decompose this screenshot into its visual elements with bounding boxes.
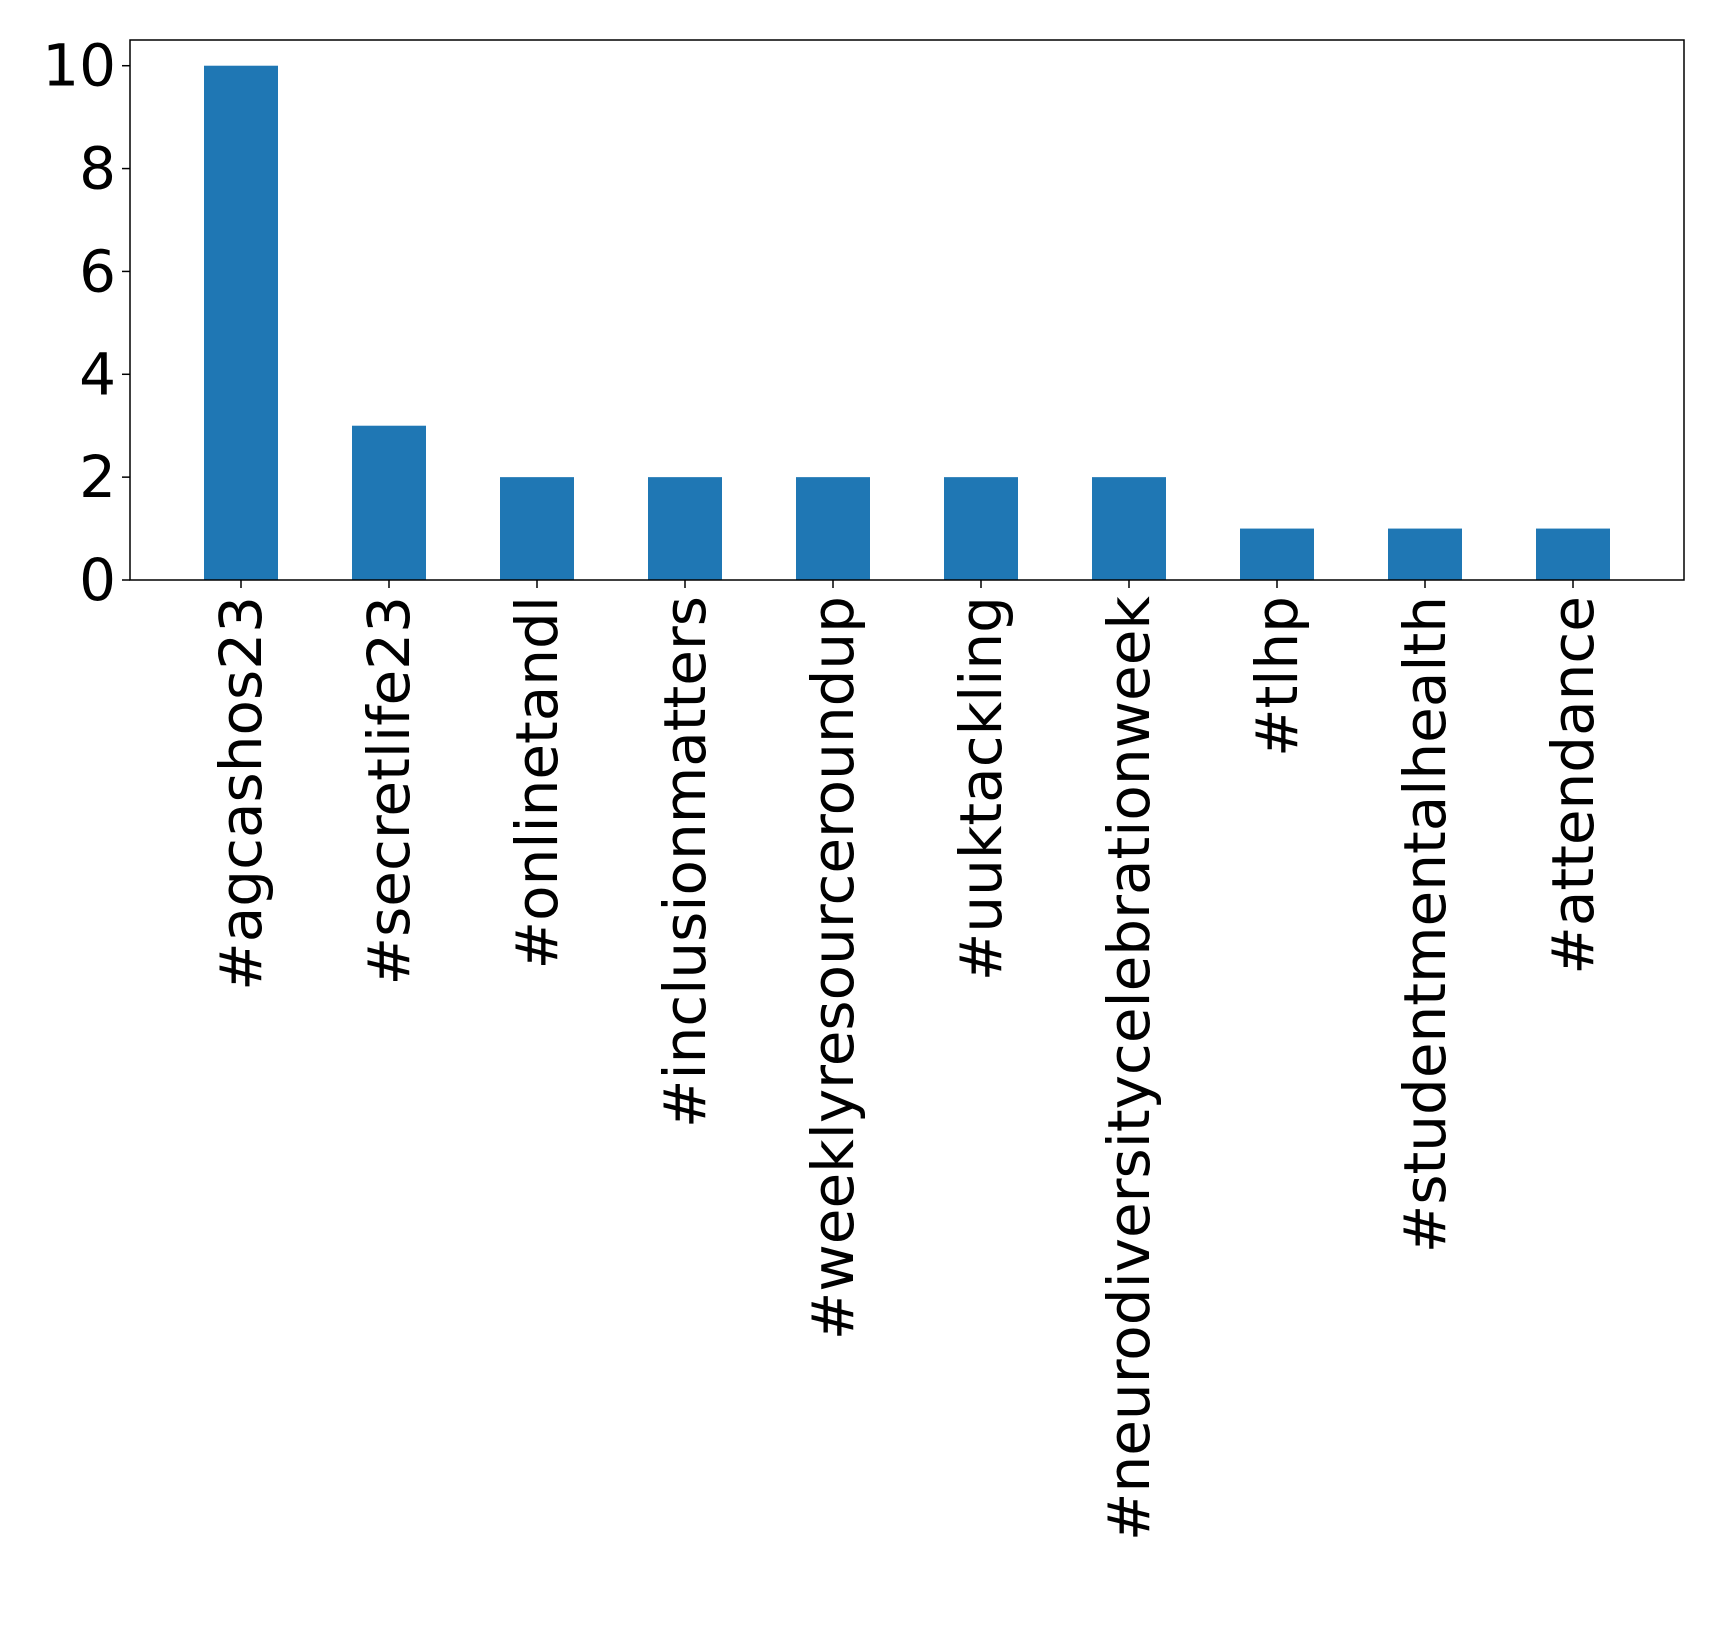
y-axis: 0 2 4 6 8 10 — [42, 32, 130, 614]
bar-1 — [352, 425, 426, 580]
bar-6 — [1092, 477, 1166, 580]
x-tick-label: #neurodiversitycelebrationweek — [1095, 596, 1163, 1542]
x-tick-label: #studentmentalhealth — [1391, 596, 1459, 1253]
y-tick-label: 2 — [79, 443, 116, 511]
bar-4 — [796, 477, 870, 580]
bar-9 — [1536, 528, 1610, 580]
x-tick-label: #secretlife23 — [355, 596, 423, 986]
y-tick-label: 0 — [79, 546, 116, 614]
bar-0 — [204, 65, 278, 580]
y-tick-label: 6 — [79, 237, 116, 305]
plot-frame — [129, 39, 1685, 581]
bar-8 — [1388, 528, 1462, 580]
y-tick-label: 10 — [42, 32, 116, 100]
x-axis: #agcashos23 #secretlife23 #onlinetandl #inc… — [207, 580, 1607, 1541]
x-tick-label: #onlinetandl — [503, 596, 571, 970]
x-tick-label: #attendance — [1539, 596, 1607, 975]
bars-group — [204, 65, 1610, 580]
x-tick-label: #tlhp — [1243, 596, 1311, 757]
x-tick-label: #agcashos23 — [207, 596, 275, 991]
bar-2 — [500, 477, 574, 580]
x-tick-label: #inclusionmatters — [651, 596, 719, 1128]
y-tick-label: 8 — [79, 135, 116, 203]
bar-7 — [1240, 528, 1314, 580]
x-tick-label: #uuktackling — [947, 596, 1015, 981]
x-tick-label: #weeklyresourceroundup — [799, 596, 867, 1340]
bar-3 — [648, 477, 722, 580]
bar-5 — [944, 477, 1018, 580]
y-tick-label: 4 — [79, 340, 116, 408]
